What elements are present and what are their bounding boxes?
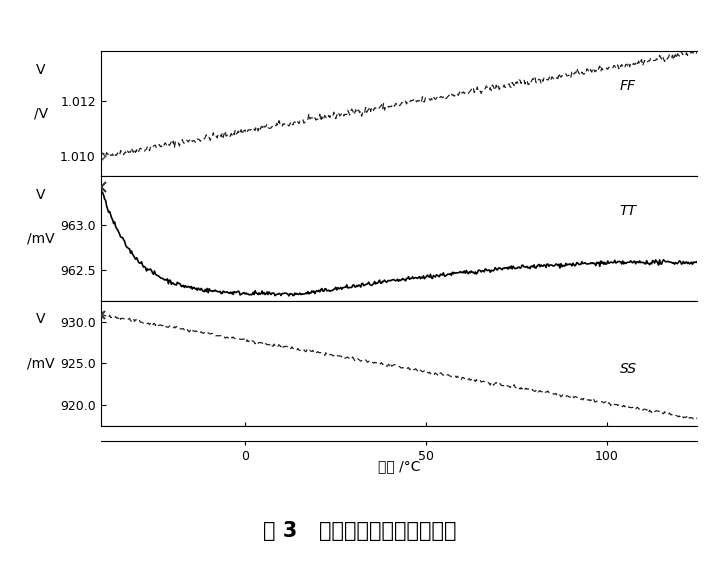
Text: SS: SS [620, 363, 637, 376]
Text: FF: FF [620, 79, 636, 93]
Text: V: V [36, 188, 46, 202]
Text: V: V [36, 312, 46, 327]
Text: TT: TT [620, 204, 637, 218]
Text: /mV: /mV [27, 356, 55, 370]
Text: 图 3   基准电压的温度特性曲线: 图 3 基准电压的温度特性曲线 [262, 521, 457, 541]
Text: /mV: /mV [27, 231, 55, 245]
Text: V: V [36, 63, 46, 77]
Text: 温度 /°C: 温度 /°C [377, 459, 421, 473]
Text: /V: /V [34, 106, 48, 120]
